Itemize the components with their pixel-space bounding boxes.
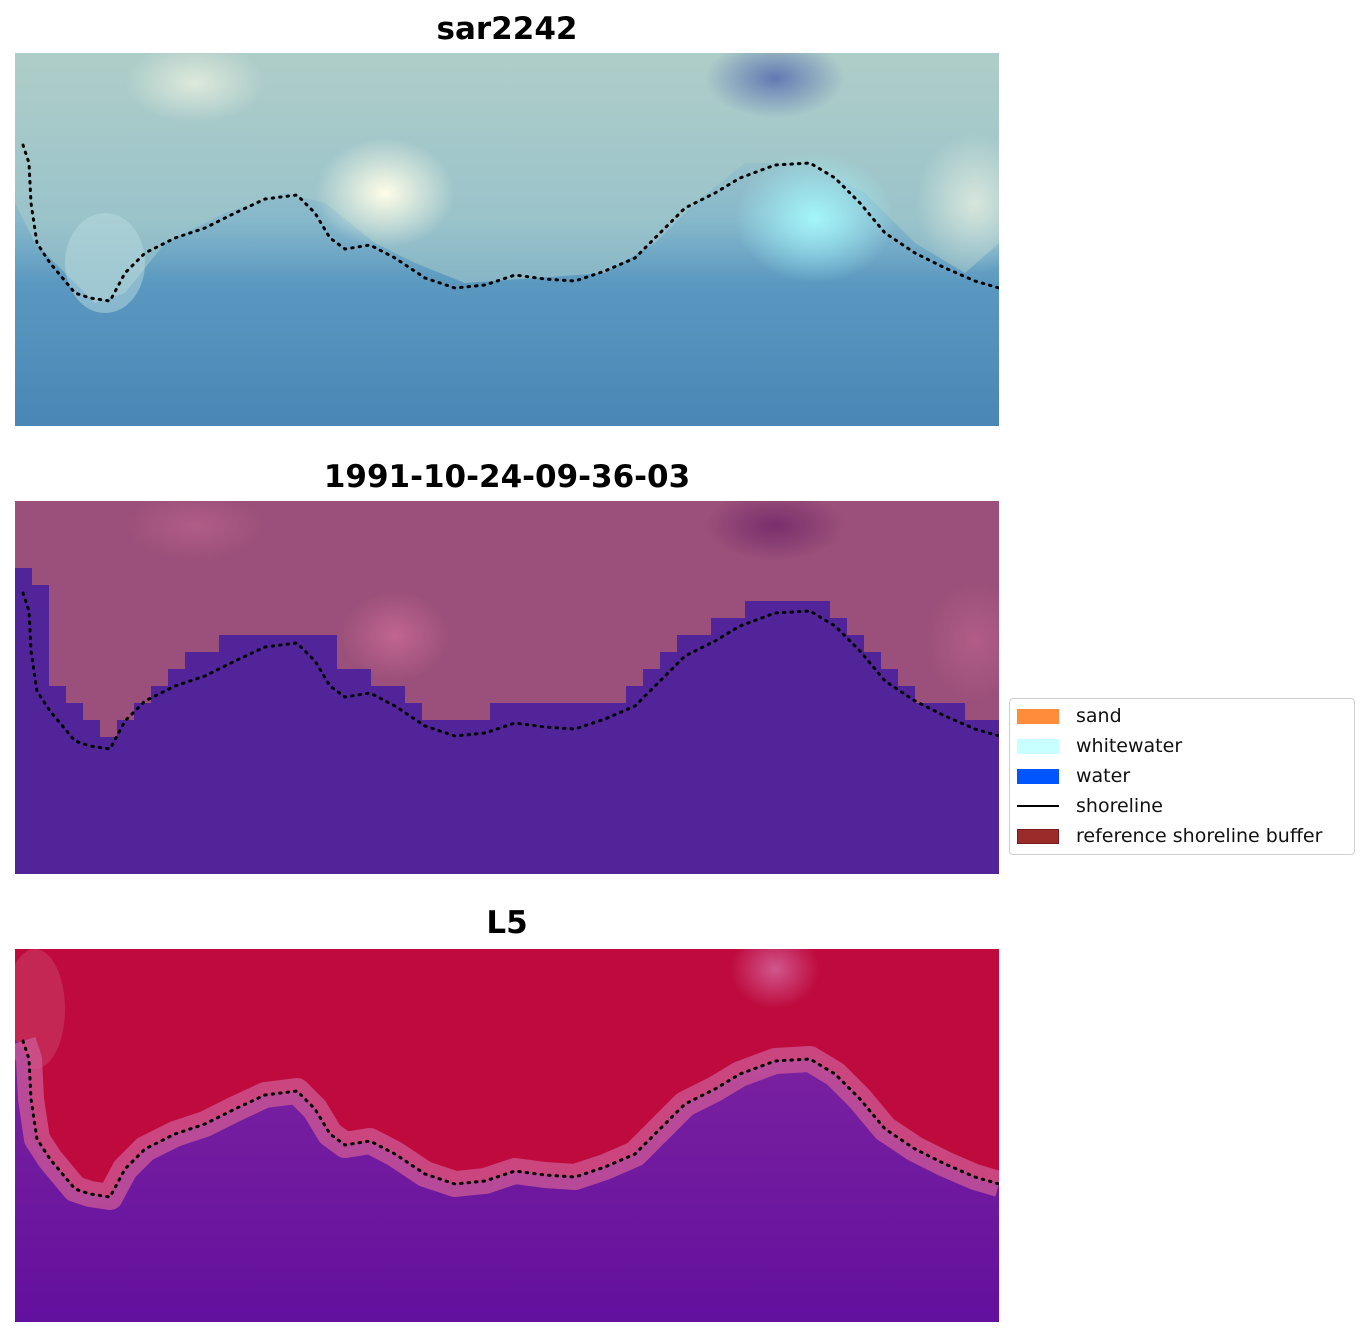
panel-title: sar2242 — [436, 11, 578, 47]
legend-label: water — [1076, 765, 1131, 787]
whitewater-swatch — [1017, 738, 1059, 754]
legend-item-shoreline: shoreline — [1017, 795, 1163, 817]
sand-swatch — [1017, 708, 1059, 724]
legend-item-reference-buffer: reference shoreline buffer — [1017, 825, 1323, 847]
legend: sand whitewater water shoreline referenc… — [1009, 698, 1355, 855]
panel-title: 1991-10-24-09-36-03 — [323, 459, 691, 495]
rgb-image-panel — [15, 53, 999, 426]
shoreline-line-swatch — [1017, 805, 1059, 807]
water-swatch — [1017, 768, 1059, 784]
legend-label: whitewater — [1076, 735, 1183, 757]
legend-label: sand — [1076, 705, 1122, 727]
reference-buffer-swatch — [1017, 828, 1059, 844]
panel-title: L5 — [486, 905, 528, 941]
probability-image-panel — [15, 949, 999, 1322]
legend-label: reference shoreline buffer — [1076, 825, 1323, 847]
legend-label: shoreline — [1076, 795, 1163, 817]
legend-item-water: water — [1017, 765, 1131, 787]
legend-item-sand: sand — [1017, 705, 1122, 727]
legend-item-whitewater: whitewater — [1017, 735, 1183, 757]
classified-image-panel — [15, 501, 999, 874]
